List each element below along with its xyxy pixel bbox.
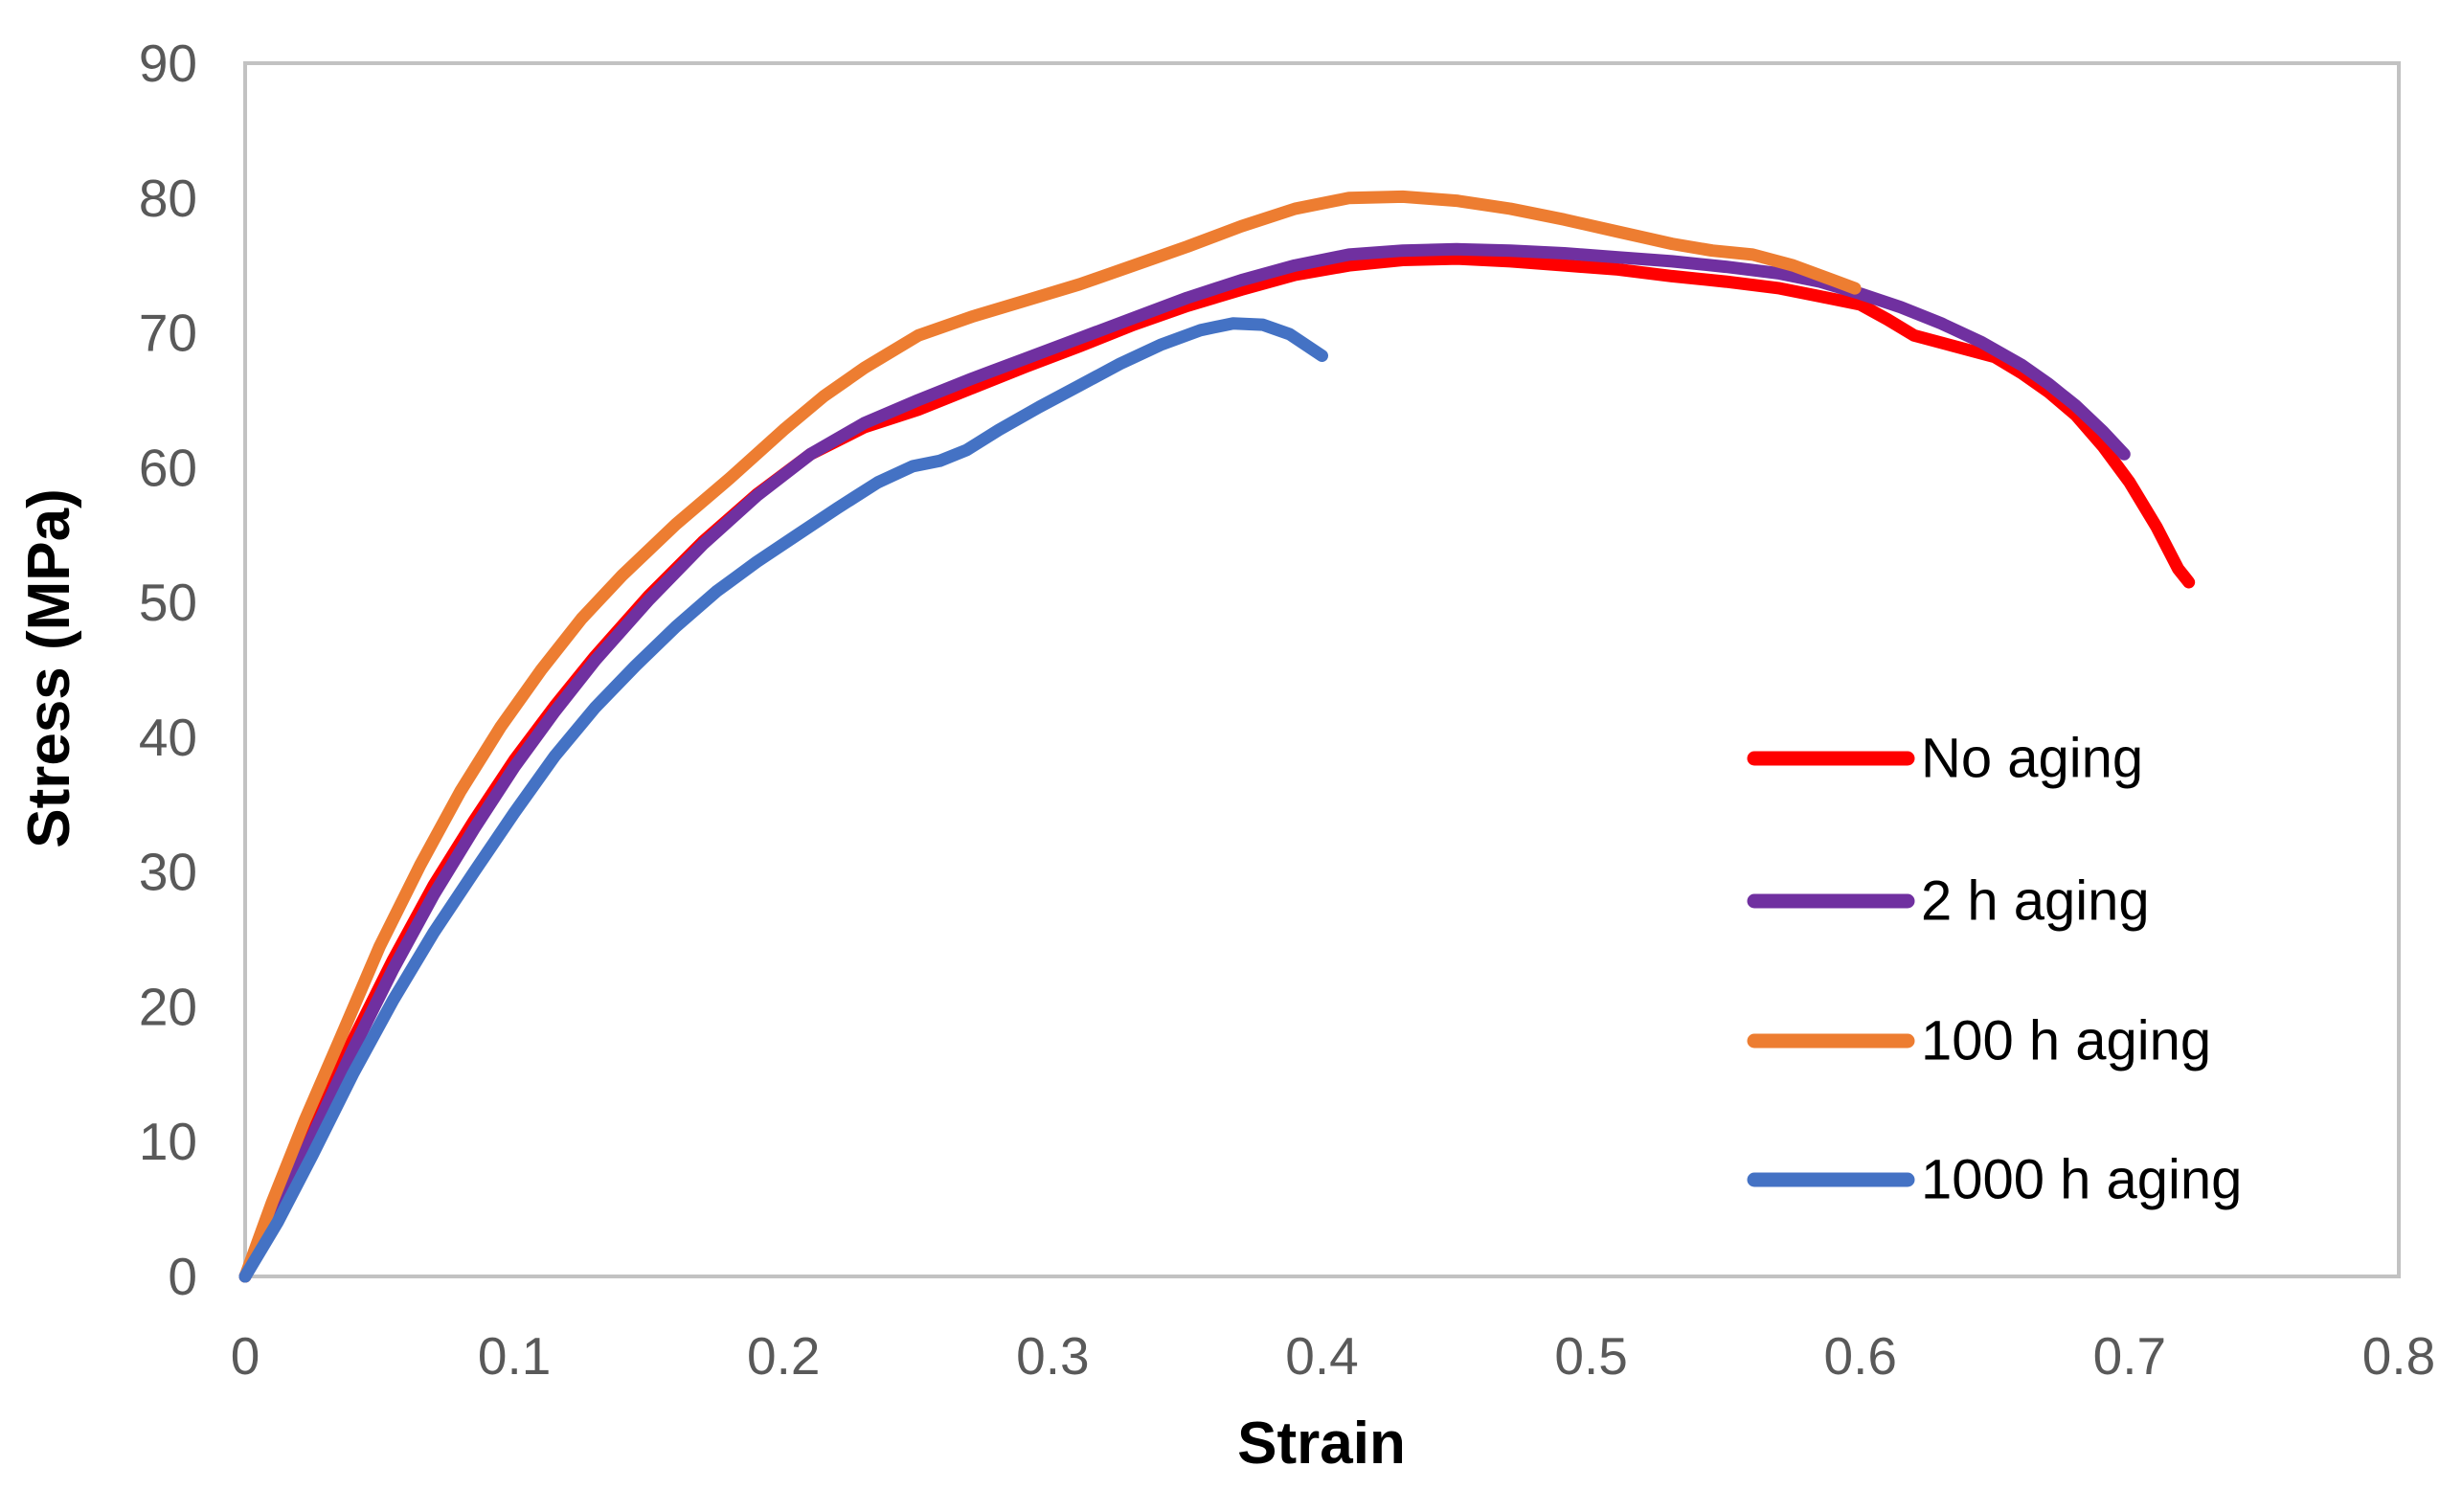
y-tick-label: 70 (139, 304, 197, 363)
y-tick-label: 30 (139, 843, 197, 902)
y-tick-label: 60 (139, 438, 197, 497)
x-tick-label: 0.2 (747, 1326, 820, 1386)
legend-label: 1000 h aging (1921, 1149, 2242, 1211)
x-tick-label: 0.7 (2093, 1326, 2166, 1386)
plot-area-border (243, 61, 2401, 1278)
x-tick-label: 0.6 (1824, 1326, 1897, 1386)
y-axis-title: Stress (MPa) (16, 488, 82, 848)
x-tick-label: 0 (231, 1326, 260, 1386)
series-curve-2-h-aging (238, 242, 2131, 1283)
x-tick-label: 0.5 (1554, 1326, 1627, 1386)
y-tick-label: 40 (139, 708, 197, 767)
y-tick-label: 90 (139, 34, 197, 93)
legend-item-2-h-aging: 2 h aging (1747, 870, 2150, 933)
x-axis-title: Strain (1237, 1410, 1406, 1477)
legend-label: 2 h aging (1921, 870, 2150, 933)
series-curve-no-aging (238, 252, 2196, 1283)
x-tick-label: 0.3 (1016, 1326, 1089, 1386)
y-axis-tick-labels: 0 10 20 30 40 50 60 70 80 90 (139, 34, 197, 1306)
y-tick-label: 50 (139, 573, 197, 632)
legend-item-100-h-aging: 100 h aging (1747, 1010, 2211, 1072)
series-curve-1000-h-aging (238, 317, 1328, 1283)
y-tick-label: 80 (139, 169, 197, 228)
legend-label: 100 h aging (1921, 1010, 2211, 1072)
legend-item-1000-h-aging: 1000 h aging (1747, 1149, 2242, 1211)
series-curve-100-h-aging (238, 190, 1862, 1283)
data-series (238, 190, 2196, 1283)
x-tick-label: 0.1 (478, 1326, 551, 1386)
x-tick-label: 0.8 (2362, 1326, 2435, 1386)
y-tick-label: 20 (139, 977, 197, 1036)
legend-item-no-aging: No aging (1747, 728, 2143, 790)
legend-label: No aging (1921, 728, 2143, 790)
y-tick-label: 0 (168, 1247, 197, 1306)
y-tick-label: 10 (139, 1112, 197, 1171)
legend: No aging 2 h aging 100 h aging 1000 h aging (1747, 728, 2242, 1211)
x-axis-tick-labels: 0 0.1 0.2 0.3 0.4 0.5 0.6 0.7 0.8 (231, 1326, 2436, 1386)
x-tick-label: 0.4 (1285, 1326, 1358, 1386)
